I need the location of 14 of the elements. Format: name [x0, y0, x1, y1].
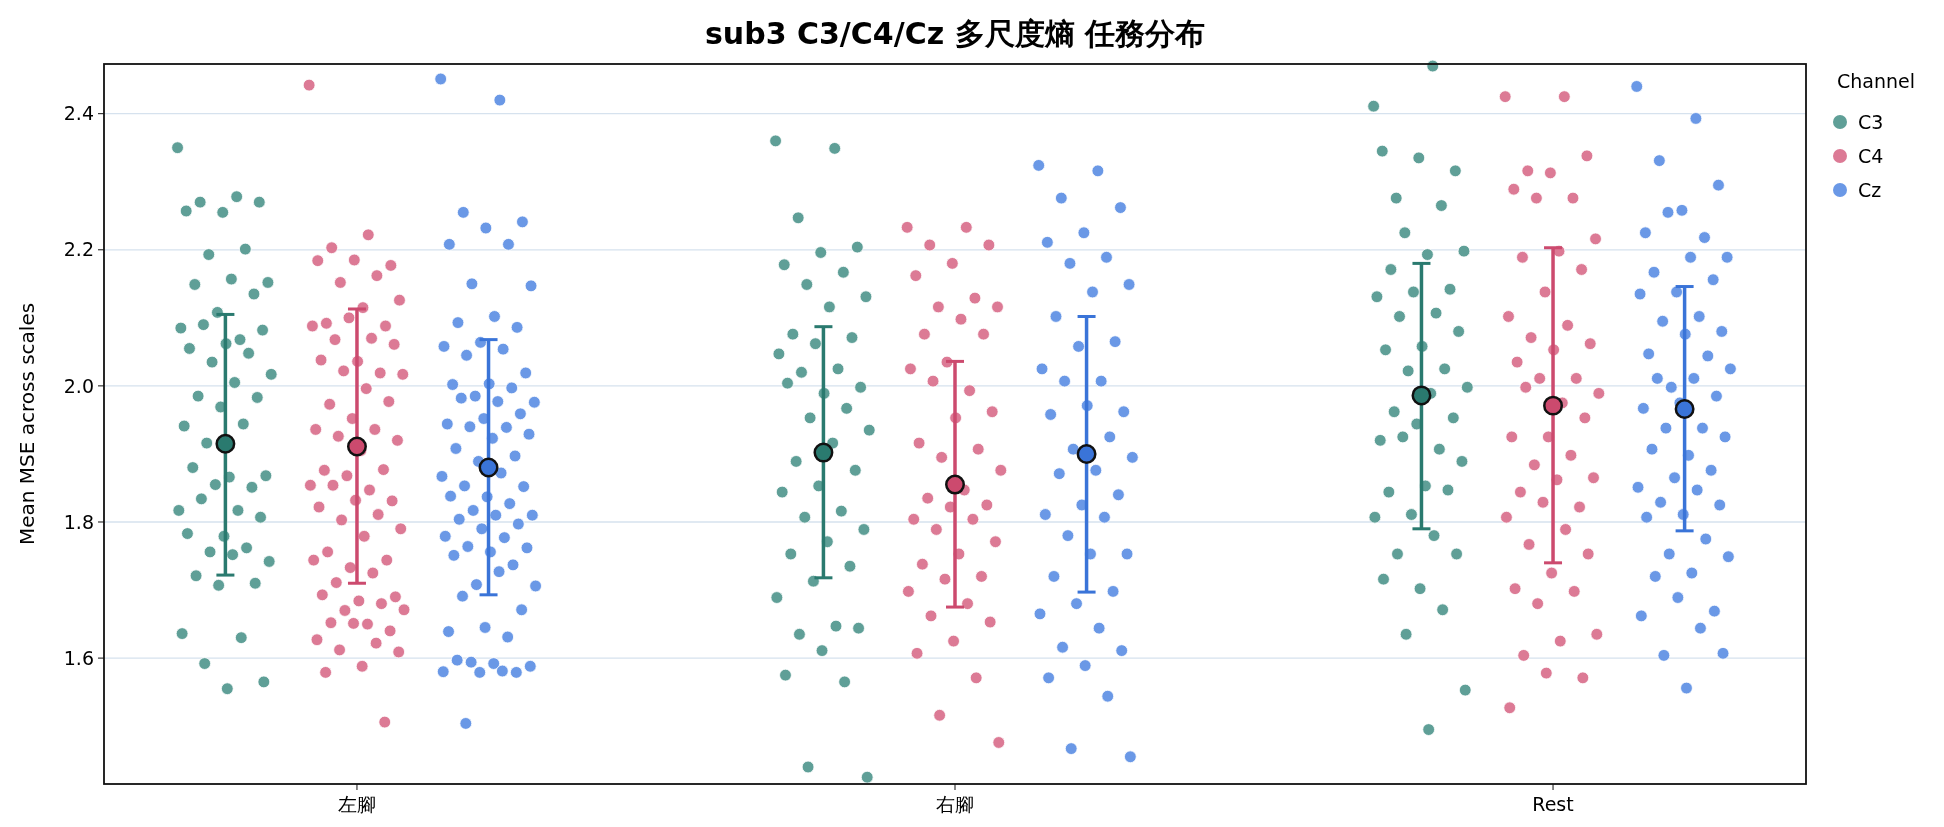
y-tick-label: 2.2 [63, 238, 94, 261]
legend-label: C4 [1858, 144, 1884, 167]
x-tick-label: 右腳 [936, 793, 974, 815]
y-tick-label: 1.6 [63, 646, 94, 669]
y-tick-label: 2.4 [63, 102, 94, 125]
y-axis-title: Mean MSE across scales [15, 302, 39, 546]
x-tick-label: 左腳 [337, 793, 376, 815]
chart-title: sub3 C3/C4/Cz 多尺度熵 任務分布 [704, 16, 1206, 51]
legend-title: Channel [1836, 70, 1916, 92]
y-tick-label: 2.0 [63, 374, 94, 397]
x-tick-label: Rest [1532, 793, 1574, 815]
legend-label: Cz [1858, 178, 1882, 201]
y-tick-label: 1.8 [63, 510, 94, 533]
legend-label: C3 [1858, 110, 1884, 133]
